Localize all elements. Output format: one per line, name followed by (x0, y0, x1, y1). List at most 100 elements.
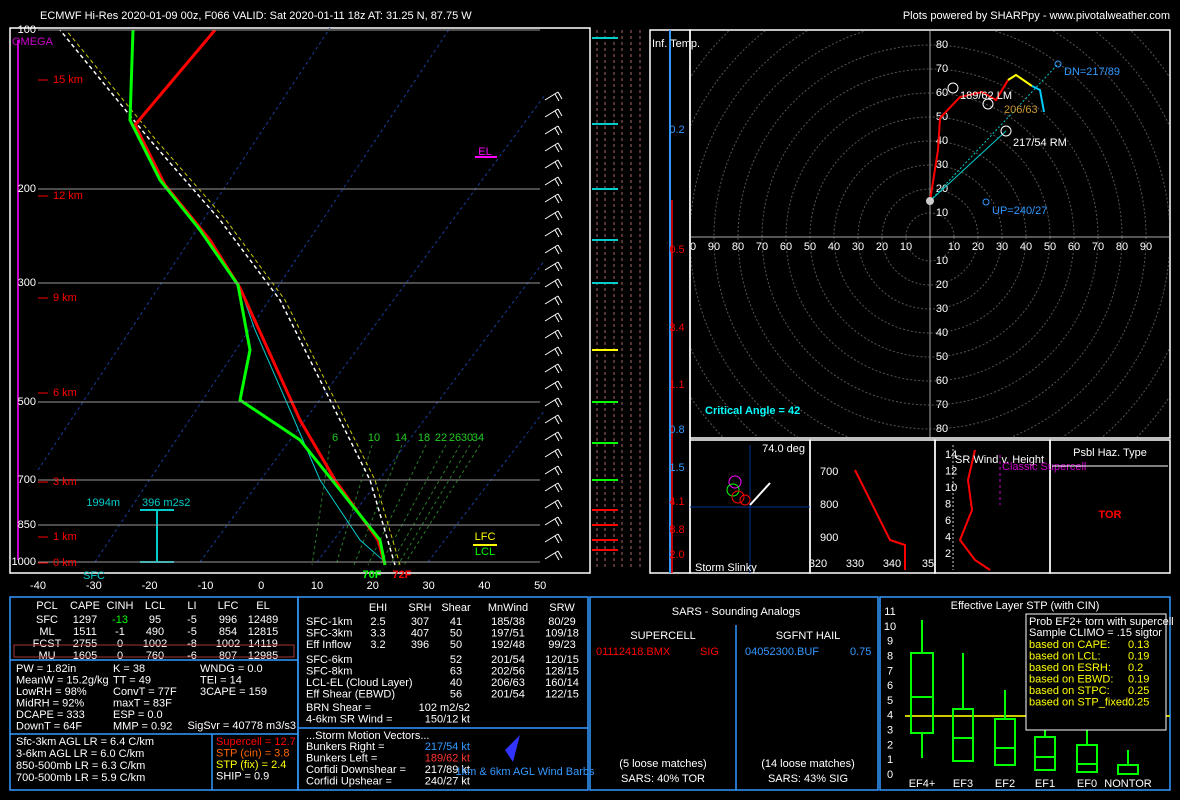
thermo-head: LFC (218, 600, 239, 612)
sars-loose: (5 loose matches) (619, 758, 706, 770)
srwind-h: 6 (945, 515, 951, 527)
hodo-trace (939, 79, 1009, 119)
thetae-t: 320 (809, 558, 827, 570)
kin-cell: 63 (450, 665, 462, 677)
sars-col: SGFNT HAIL (776, 630, 841, 642)
barb-flag (557, 125, 563, 134)
barb-flag (557, 448, 563, 457)
barb-flag (557, 227, 563, 236)
mixing-label: 14 (395, 432, 407, 444)
el-label: EL (478, 146, 491, 158)
hodo-trace (1031, 85, 1045, 113)
thermo-cell: SFC (36, 614, 58, 626)
inf-temp-label: 0.8 (669, 424, 684, 436)
hodo-tick: 20 (972, 241, 984, 253)
kin-cell: Eff Shear (EBWD) (306, 688, 395, 700)
mixing-label: 22 (435, 432, 447, 444)
inf-temp-title: Inf. Temp. (652, 38, 700, 50)
hodo-trace (929, 117, 941, 202)
hazard-type: TOR (1098, 509, 1121, 521)
stp-boxes (905, 613, 1170, 775)
stp-prob: 0.19 (1128, 650, 1149, 662)
height-label: 6 km (53, 387, 77, 399)
motion-marker (1000, 125, 1012, 137)
barb-staff (544, 448, 559, 458)
pressure-label: 200 (18, 183, 36, 195)
thermo-cell: 807 (219, 650, 237, 662)
sars-result: SARS: 40% TOR (621, 773, 705, 785)
kin-cell: 185/38 (491, 616, 525, 628)
kin-cell: 396 (411, 639, 429, 651)
temp-label: 30 (422, 580, 434, 592)
thermo-cell: 1002 (216, 638, 240, 650)
motion-title: ...Storm Motion Vectors... (306, 730, 430, 742)
stp-prob: based on EBWD: (1029, 673, 1113, 685)
kin-cell: 202/56 (491, 665, 525, 677)
sars-result: SARS: 43% SIG (768, 773, 848, 785)
barb-staff (544, 142, 559, 152)
temp-label: -40 (30, 580, 46, 592)
sars-match: 04052300.BUF (745, 646, 819, 658)
index: TEI = 14 (200, 674, 242, 686)
stp-ytick: 7 (887, 665, 893, 677)
stp-ytick: 4 (887, 710, 893, 722)
index: MeanW = 15.2g/kg (16, 674, 109, 686)
hodo-tick: 40 (828, 241, 840, 253)
thermo-cell: 14119 (248, 638, 278, 650)
kin-cell: 3.3 (370, 627, 385, 639)
kin-cell: LCL-EL (Cloud Layer) (306, 677, 413, 689)
hodo-tick: 50 (1044, 241, 1056, 253)
thermo-head: LI (187, 600, 196, 612)
barb-staff (544, 431, 559, 441)
srwind-h: 10 (945, 482, 957, 494)
inferred-temp-lines (596, 30, 673, 573)
barb-flag (554, 467, 560, 476)
stp-ytick: 2 (887, 739, 893, 751)
motion-name: Bunkers Left = (306, 752, 377, 764)
thermo-cell: -5 (187, 614, 197, 626)
header-credit: Plots powered by SHARPpy - www.pivotalwe… (903, 10, 1170, 22)
motion-value: 217/54 kt (425, 741, 470, 753)
kin-cell: 122/15 (545, 688, 579, 700)
barb-staff (544, 210, 559, 220)
inf-temp-label: 4.1 (669, 496, 684, 508)
barb-flag (557, 431, 563, 440)
sfc-label: SFC (83, 570, 105, 582)
barb-flag (557, 363, 563, 372)
thermo-cell: 12489 (248, 614, 279, 626)
stp-category: EF0 (1077, 778, 1097, 790)
thermo-cell: 854 (219, 626, 237, 638)
thermo-cell: 996 (219, 614, 237, 626)
barb-flag (554, 348, 560, 357)
kin-cell: Eff Inflow (306, 639, 351, 651)
barb-flag (554, 195, 560, 204)
pressure-label: 850 (18, 519, 36, 531)
thermo-head: EL (256, 600, 269, 612)
srwind-h: 2 (945, 548, 951, 560)
inf-temp-label: 3.4 (669, 322, 684, 334)
kin-cell: SFC-8km (306, 665, 352, 677)
barb-caption: 1km & 6km AGL Wind Barbs (456, 766, 595, 778)
stp-title: Effective Layer STP (with CIN) (951, 600, 1100, 612)
thermo-cell: 1511 (73, 626, 97, 638)
inf-temp-label: 0.2 (669, 124, 684, 136)
motion-marker (1054, 60, 1062, 68)
mu-highlight (13, 644, 295, 658)
stp-prob-title: Prob EF2+ torn with supercell (1029, 616, 1174, 628)
stp-category: EF2 (995, 778, 1015, 790)
sars-title: SARS - Sounding Analogs (672, 606, 801, 618)
srwind-h: 4 (945, 531, 951, 543)
barb-flag (554, 331, 560, 340)
critical-angle: Critical Angle = 42 (705, 405, 800, 417)
barb-flag (554, 229, 560, 238)
hazard-title: Psbl Haz. Type (1073, 447, 1147, 459)
temp-sfc-label: 72F (393, 569, 412, 581)
severe-index: SHIP = 0.9 (216, 770, 269, 782)
barb-staff (544, 329, 559, 339)
kin-head: SRH (408, 602, 431, 614)
dewpoint-label: 70F (363, 569, 382, 581)
kin-cell: 307 (411, 616, 429, 628)
hodo-tick: 10 (936, 207, 948, 219)
stp-ytick: 8 (887, 651, 893, 663)
thermo-cell: -13 (112, 614, 128, 626)
